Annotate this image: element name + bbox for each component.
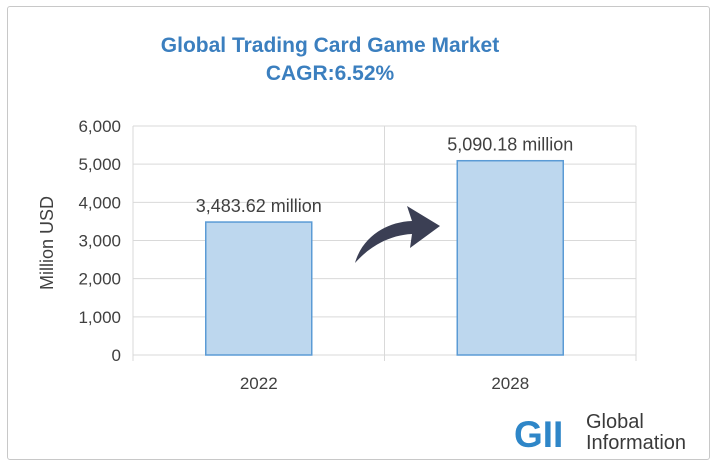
chart-frame [7, 6, 710, 460]
chart-subtitle: CAGR:6.52% [266, 62, 395, 85]
bar-2028 [456, 159, 564, 356]
logo-line2: Information [586, 432, 686, 454]
y-tick-label: 4,000 [78, 193, 121, 212]
y-tick-label: 6,000 [78, 117, 121, 136]
y-axis-label: Million USD [37, 196, 57, 290]
gii-logo: GII Global Information [514, 411, 686, 455]
data-label: 3,483.62 million [196, 196, 322, 216]
chart-title: Global Trading Card Game Market [161, 34, 499, 57]
y-tick-label: 3,000 [78, 232, 121, 251]
data-labels: 3,483.62 million 5,090.18 million [196, 135, 574, 216]
curved-arrow-icon [355, 206, 440, 263]
y-tick-label: 5,000 [78, 155, 121, 174]
x-axis-ticks: 2022 2028 [240, 374, 529, 393]
bar-2022 [205, 221, 313, 356]
bars [205, 159, 564, 356]
logo-mark: GII [514, 414, 563, 455]
y-tick-label: 2,000 [78, 270, 121, 289]
y-tick-label: 1,000 [78, 308, 121, 327]
x-tick-label: 2022 [240, 374, 278, 393]
data-label: 5,090.18 million [447, 135, 573, 155]
x-tick-label: 2028 [491, 374, 529, 393]
y-axis-ticks: 0 1,000 2,000 3,000 4,000 5,000 6,000 [78, 117, 121, 365]
logo-line1: Global [586, 411, 644, 433]
y-tick-label: 0 [112, 346, 121, 365]
